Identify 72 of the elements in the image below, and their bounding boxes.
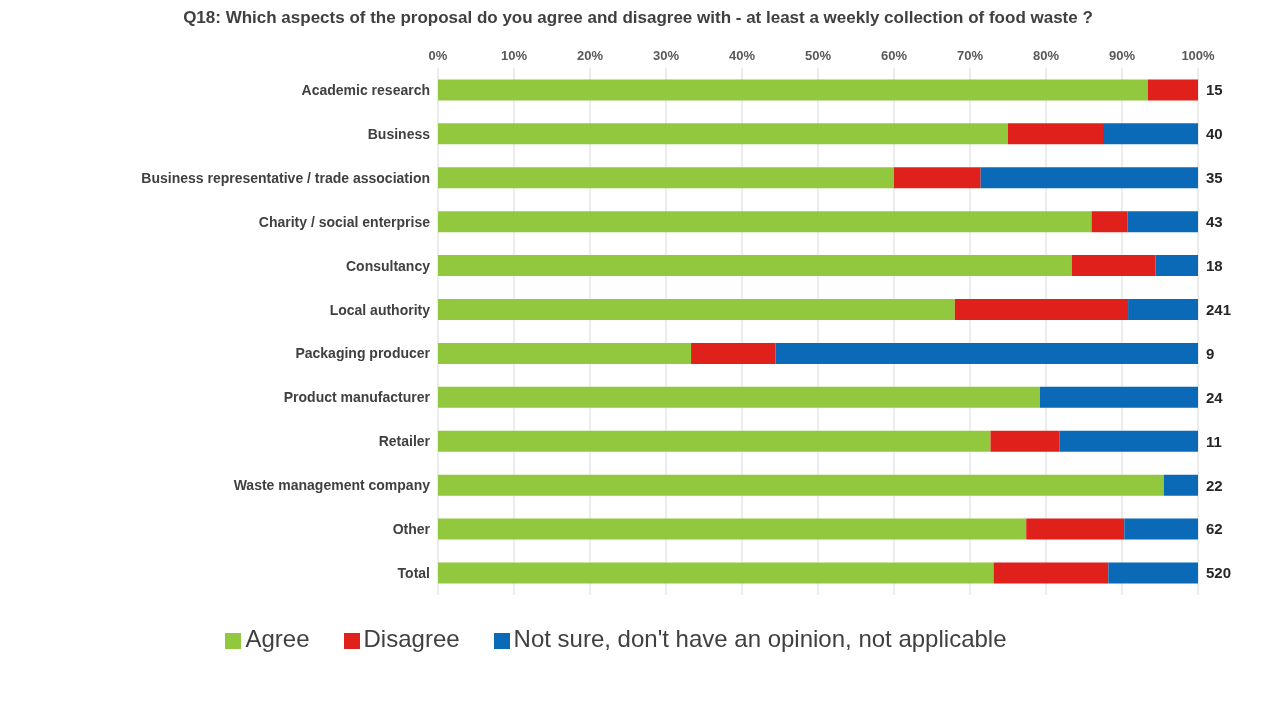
x-tick-label: 70%	[956, 48, 984, 63]
bar	[1127, 211, 1198, 233]
bar	[775, 342, 1198, 364]
text: 520	[1206, 564, 1232, 582]
y-tick-label: Packaging producer	[295, 345, 431, 362]
x-tick-label: 10%	[500, 48, 528, 63]
text: 11	[1206, 432, 1222, 450]
bar	[1163, 474, 1198, 496]
chart-title: Q18: Which aspects of the proposal do you agree and disagree with - at least a weekly collection of food waste ?	[182, 8, 1094, 28]
bar	[993, 562, 1109, 584]
bar	[1155, 255, 1198, 277]
bar	[1103, 123, 1198, 145]
bar	[438, 211, 1092, 233]
bar	[438, 123, 1008, 145]
text: 18	[1206, 256, 1223, 274]
text: 9	[1206, 344, 1215, 362]
bar	[954, 299, 1129, 320]
x-tick-label: 50%	[804, 48, 832, 63]
x-tick-label: 0%	[428, 48, 448, 63]
bar	[1026, 518, 1125, 540]
bar	[438, 562, 994, 584]
bar	[438, 79, 1148, 101]
x-tick-label: 40%	[728, 48, 756, 63]
bar	[1124, 518, 1198, 540]
bar	[1059, 430, 1198, 452]
text: 43	[1206, 213, 1223, 231]
y-tick-label: Business	[367, 125, 431, 142]
bar	[438, 299, 955, 320]
text: 40	[1206, 125, 1223, 143]
bar	[1071, 255, 1156, 277]
y-tick-label: Consultancy	[345, 257, 431, 274]
text: 22	[1206, 476, 1223, 494]
bar	[438, 474, 1164, 496]
bar	[1008, 123, 1103, 145]
text: 35	[1206, 169, 1223, 187]
x-tick-label: 20%	[576, 48, 604, 63]
x-tick-label: 60%	[880, 48, 908, 63]
y-tick-label: Business representative / trade association	[141, 169, 430, 186]
bar	[1147, 79, 1198, 101]
bar	[1039, 386, 1198, 408]
bar	[1128, 299, 1198, 320]
bar	[438, 167, 894, 189]
legend-label: Not sure, don't have an opinion, not applicable	[513, 625, 1007, 652]
y-tick-label: Waste management company	[233, 477, 431, 494]
y-tick-label: Local authority	[329, 301, 431, 318]
bar	[990, 430, 1060, 452]
bar	[894, 167, 981, 189]
x-tick-label: 30%	[652, 48, 680, 63]
bar	[691, 342, 776, 364]
bar	[1108, 562, 1198, 584]
x-tick-label: 80%	[1032, 48, 1060, 63]
x-tick-label: 100%	[1181, 48, 1216, 63]
legend-label: Disagree	[363, 625, 460, 652]
bar	[980, 167, 1198, 189]
bar	[438, 518, 1027, 540]
text: 241	[1206, 300, 1232, 318]
bar	[438, 430, 991, 452]
text: 62	[1206, 520, 1223, 538]
y-tick-label: Retailer	[378, 433, 431, 450]
y-tick-label: Other	[392, 521, 431, 538]
y-tick-label: Total	[397, 565, 430, 582]
y-tick-label: Charity / social enterprise	[258, 213, 431, 230]
y-tick-label: Academic research	[301, 81, 430, 98]
bar	[438, 255, 1072, 277]
y-tick-label: Product manufacturer	[283, 389, 431, 406]
bar	[438, 342, 692, 364]
text: 24	[1206, 388, 1224, 406]
bar	[438, 386, 1040, 408]
legend-label: Agree	[245, 625, 310, 652]
bar	[1091, 211, 1128, 233]
text: 15	[1206, 81, 1223, 99]
x-tick-label: 90%	[1108, 48, 1136, 63]
